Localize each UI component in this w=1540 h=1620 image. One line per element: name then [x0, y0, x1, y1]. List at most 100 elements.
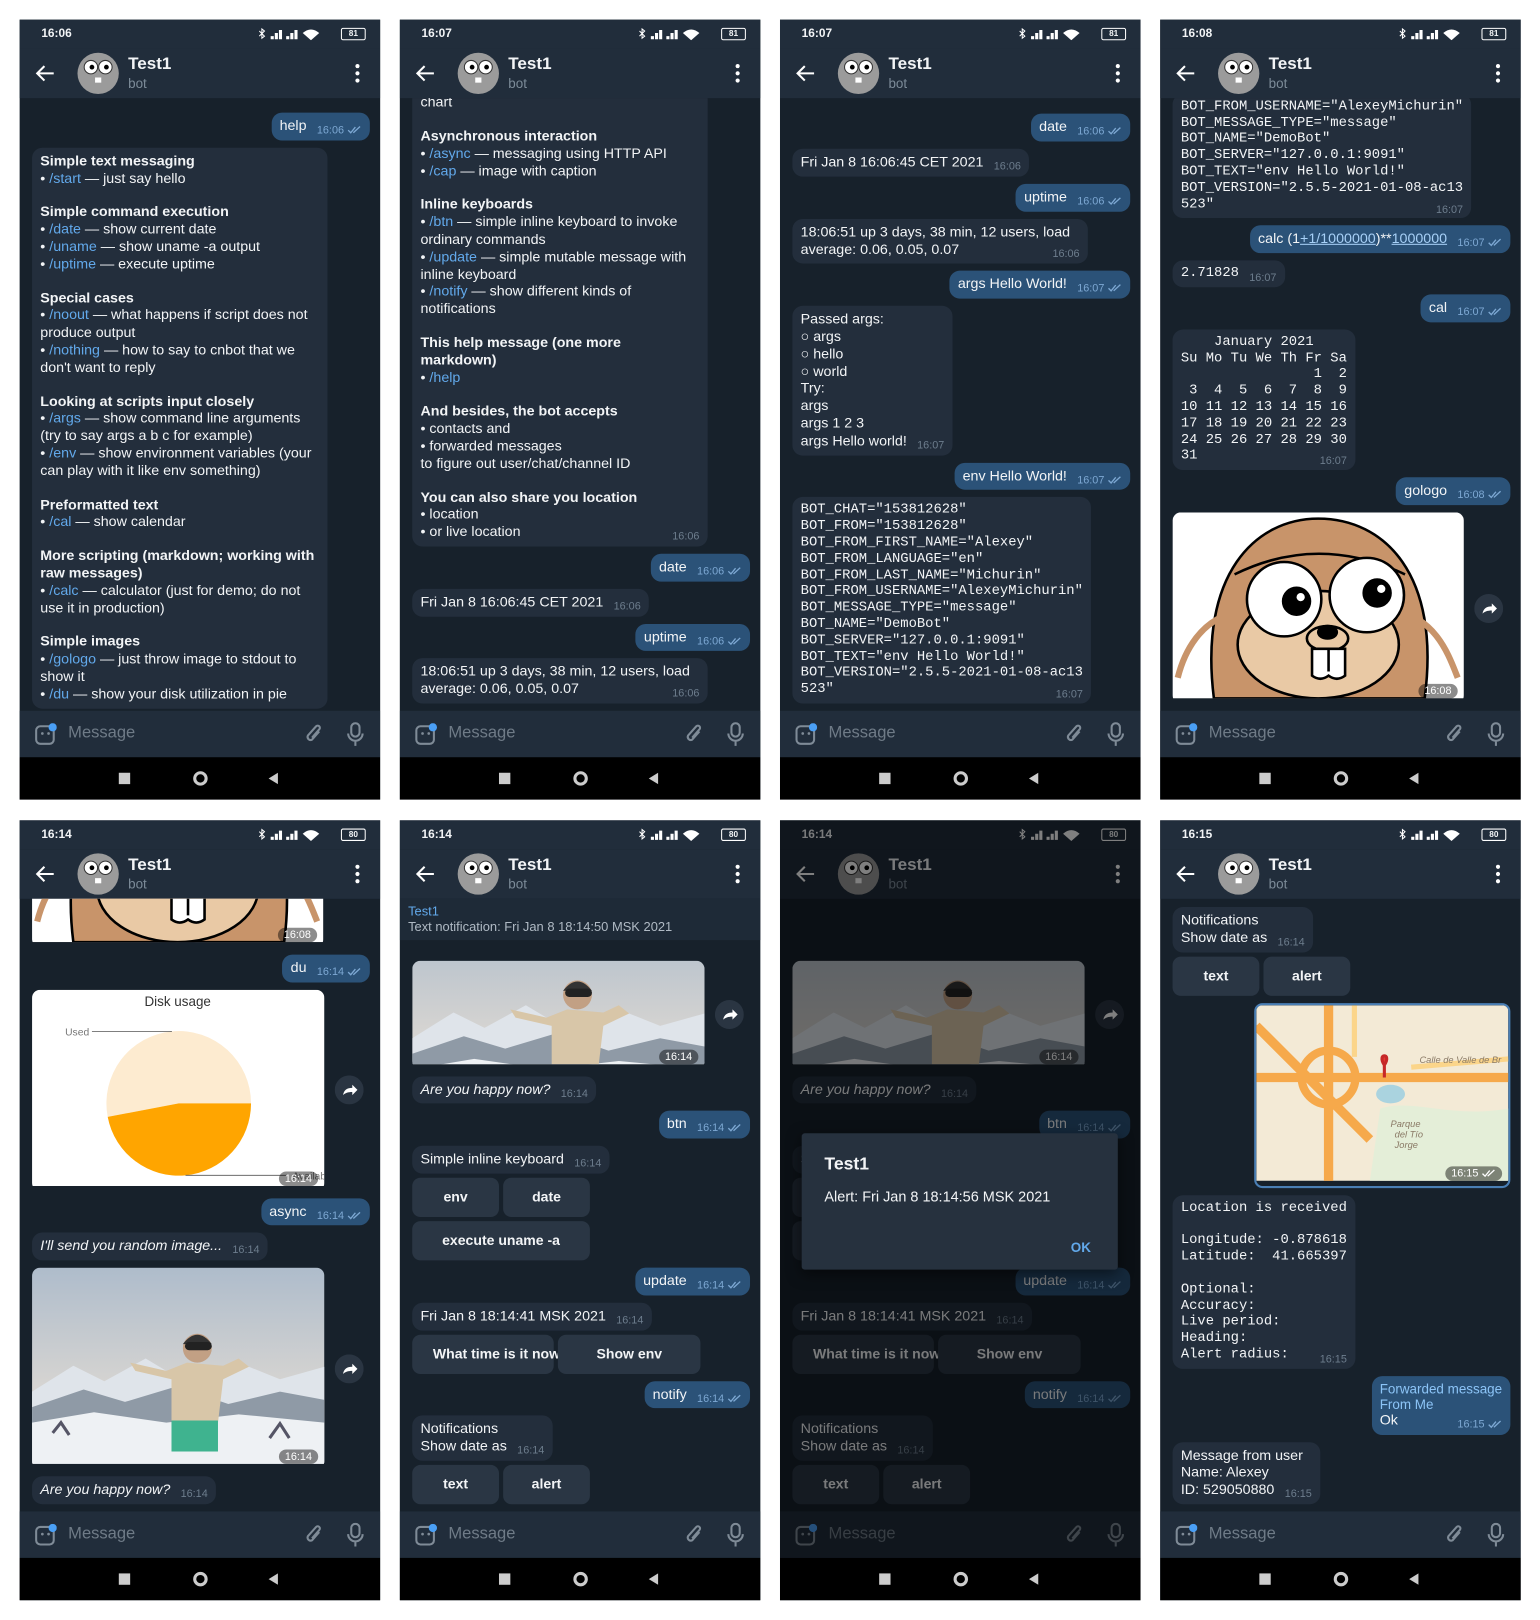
read-checks — [727, 1124, 741, 1133]
command-link: 1000000 — [1391, 230, 1448, 247]
keyboard-button[interactable]: Show env — [558, 1334, 701, 1374]
back-button[interactable] — [33, 61, 58, 86]
status-time: 16:06 — [41, 27, 72, 41]
message-line: Alert radius: — [1180, 1347, 1289, 1363]
rect — [95, 77, 102, 83]
path — [1108, 127, 1121, 136]
rect — [35, 1525, 55, 1546]
mic-button — [727, 1522, 744, 1547]
message-line: Location is received — [1180, 1200, 1347, 1216]
keyboard-button[interactable]: text — [412, 1464, 499, 1505]
menu-button[interactable] — [349, 864, 366, 885]
nav-buttons — [1259, 1571, 1419, 1587]
message-time: 16:06 — [672, 530, 700, 543]
pie-chart: Disk usage Used Available — [32, 989, 325, 1186]
command-link: /uptime — [49, 255, 96, 272]
status-bar: 16:07 81 — [399, 19, 761, 49]
menu-button[interactable] — [349, 63, 366, 84]
gopher-image: 16:08 — [1172, 512, 1464, 703]
circle — [849, 64, 855, 70]
command-link: /env — [49, 445, 77, 461]
message-line: BOT_FROM_USERNAME="AlexeyMichurin" — [1180, 99, 1464, 115]
keyboard-button[interactable]: execute uname -a — [412, 1221, 590, 1261]
dialog-ok-button[interactable]: OK — [1070, 1239, 1091, 1256]
path — [1411, 29, 1439, 40]
message-line: 10 11 12 13 14 15 16 — [1180, 399, 1347, 416]
message-meta: 16:14 — [574, 1157, 601, 1169]
attach-button — [686, 1525, 702, 1542]
back-button[interactable] — [33, 862, 58, 887]
phone-screen: 16:07 81 Test1 bot date 16:06 Fri Jan 8 16:06:… — [779, 19, 1141, 800]
circle — [457, 853, 499, 895]
circle — [48, 723, 57, 732]
pin — [1380, 1054, 1389, 1078]
path — [270, 29, 298, 40]
back-button[interactable] — [413, 61, 438, 86]
message-row: Are you happy now? 16:14 — [412, 1076, 750, 1104]
menu-button[interactable] — [1490, 864, 1507, 885]
park — [1369, 1105, 1509, 1181]
keyboard-button[interactable]: alert — [1263, 956, 1351, 996]
message-heading: Special cases — [40, 289, 134, 306]
message-time: 16:15 — [1284, 1487, 1312, 1501]
read-checks — [347, 1211, 361, 1220]
circle — [355, 64, 360, 69]
path — [1487, 1534, 1505, 1547]
image-time: 16:08 — [277, 927, 318, 942]
message-input[interactable]: Message — [1160, 710, 1521, 758]
menu-button[interactable] — [1490, 63, 1507, 84]
message-line: Longitude: -0.878618 — [1180, 1232, 1347, 1249]
message-row: 16:08 — [32, 898, 370, 947]
image-time: 16:14 — [658, 1049, 699, 1064]
message-heading: And besides, the bot accepts — [420, 403, 618, 419]
message-text: — calculator (just for demo; do not use … — [40, 582, 301, 616]
message-meta: 16:06 — [672, 687, 699, 699]
attach-button — [306, 724, 321, 742]
keyboard-button[interactable]: text — [1172, 956, 1260, 996]
signal-icons — [639, 828, 700, 841]
message-input[interactable]: Message — [779, 710, 1141, 758]
circle — [1377, 584, 1386, 593]
circle — [735, 871, 740, 877]
keyboard-button[interactable]: alert — [503, 1464, 590, 1505]
circle — [1115, 78, 1120, 83]
message-input[interactable]: Message — [1160, 1511, 1521, 1558]
message-bubble: chart Asynchronous interaction • /async — … — [412, 98, 708, 547]
emoji-button — [35, 723, 57, 745]
message-input[interactable]: Message — [399, 1511, 761, 1558]
back-button[interactable] — [1174, 61, 1199, 86]
message-line: BOT_MESSAGE_TYPE="message" — [800, 600, 1017, 616]
menu-button[interactable] — [729, 63, 746, 84]
menu-button[interactable] — [729, 864, 746, 885]
message-meta: 16:06 — [1077, 126, 1122, 138]
path — [1108, 475, 1121, 484]
back-button[interactable] — [1174, 862, 1199, 887]
back-button[interactable] — [793, 61, 818, 86]
gopher-image: 16:08 — [32, 898, 324, 947]
path — [1488, 1420, 1502, 1429]
message-row: 2.71828 16:07 — [1172, 260, 1511, 288]
input-placeholder: Message — [1208, 1524, 1276, 1543]
keyboard-button[interactable]: What time is it now? — [412, 1334, 569, 1374]
message-bubble: Message from user Name: Alexey ID: 5290508… — [1172, 1441, 1321, 1505]
message-time: 16:07 — [1319, 454, 1347, 468]
circle — [469, 865, 475, 871]
keyboard-button[interactable]: date — [503, 1177, 590, 1218]
message-heading: Asynchronous interaction — [420, 128, 598, 144]
keyboard-button[interactable]: env — [412, 1177, 499, 1218]
read-checks — [1482, 1169, 1495, 1178]
menu-button[interactable] — [1110, 63, 1127, 84]
message-line: Fri Jan 8 18:14:41 MSK 2021 — [420, 1307, 606, 1324]
share-button — [334, 1354, 364, 1384]
message-input[interactable]: Message — [19, 710, 381, 758]
back-button[interactable] — [413, 862, 438, 887]
message-input[interactable]: Message — [19, 1511, 381, 1558]
message-input[interactable]: Message — [399, 710, 761, 758]
